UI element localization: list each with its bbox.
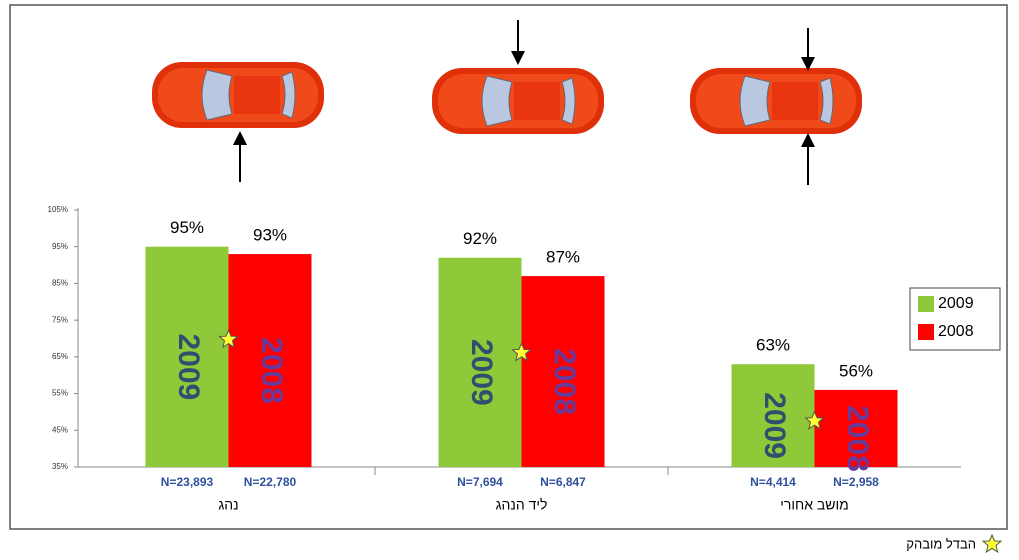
x-tick-label: נהג xyxy=(218,497,238,513)
n-label: N=6,847 xyxy=(540,475,586,489)
chart: הבדל מובהק 35% 45% 55% 65% 75% 85% 95% 105% נהג 9… xyxy=(0,0,1019,555)
y-tick-label: 55% xyxy=(52,389,68,398)
car-driver xyxy=(152,62,324,182)
n-label: N=7,694 xyxy=(457,475,503,489)
bar-series-label: 2009 xyxy=(465,339,498,406)
n-label: N=22,780 xyxy=(244,475,297,489)
bar-series-label: 2008 xyxy=(841,405,874,472)
n-label: N=2,958 xyxy=(833,475,879,489)
bar-series-label: 2009 xyxy=(758,392,791,459)
significance-star xyxy=(983,535,1001,552)
significance-legend: הבדל מובהק xyxy=(906,536,976,551)
x-tick-label: ליד הנהג xyxy=(496,497,548,513)
legend-label: 2008 xyxy=(938,323,974,340)
y-tick-label: 95% xyxy=(52,242,68,251)
value-label: 56% xyxy=(839,361,873,380)
y-tick-label: 105% xyxy=(48,205,68,214)
y-tick-label: 65% xyxy=(52,352,68,361)
legend-swatch xyxy=(918,324,934,340)
y-tick-label: 85% xyxy=(52,279,68,288)
bar-series-label: 2008 xyxy=(255,337,288,404)
value-label: 95% xyxy=(170,218,204,237)
x-tick-label: מושב אחורי xyxy=(780,497,849,513)
bar-series-label: 2009 xyxy=(172,333,205,400)
value-label: 93% xyxy=(253,226,287,245)
car-passenger xyxy=(432,20,604,134)
value-label: 87% xyxy=(546,248,580,267)
y-tick-label: 45% xyxy=(52,425,68,434)
y-tick-label: 75% xyxy=(52,315,68,324)
value-label: 63% xyxy=(756,336,790,355)
legend-swatch xyxy=(918,296,934,312)
legend-label: 2009 xyxy=(938,295,974,312)
n-label: N=23,893 xyxy=(161,475,214,489)
bar-series-label: 2008 xyxy=(548,348,581,415)
car-rear xyxy=(690,28,862,185)
value-label: 92% xyxy=(463,229,497,248)
n-label: N=4,414 xyxy=(750,475,796,489)
y-tick-label: 35% xyxy=(52,462,68,471)
